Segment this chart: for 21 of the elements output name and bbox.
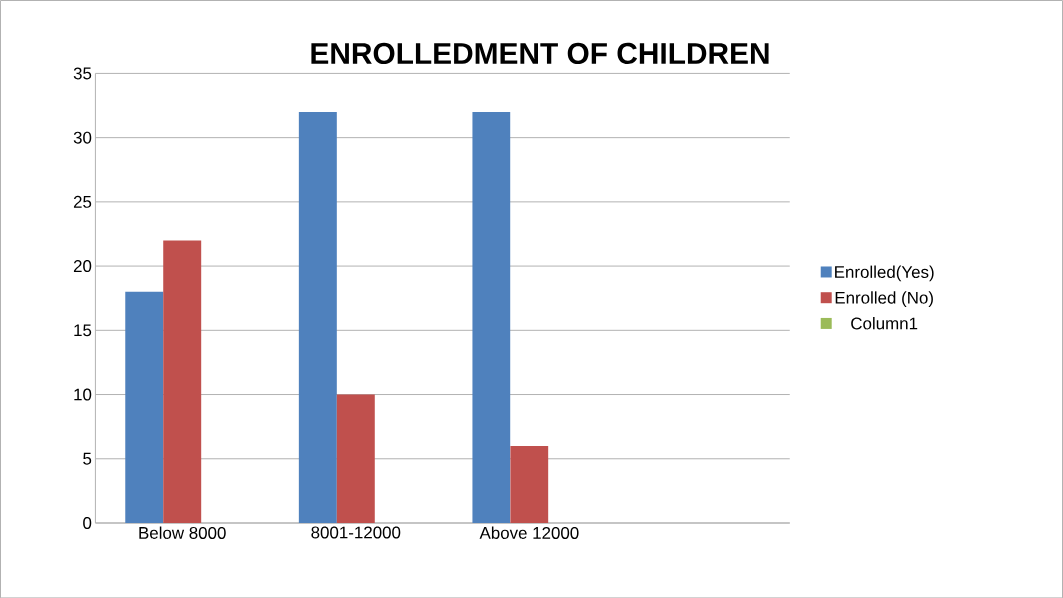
x-tick-label: Above 12000	[479, 526, 579, 539]
x-tick-label: 8001-12000	[311, 526, 401, 539]
y-tick-label: 5	[83, 452, 92, 465]
bar	[298, 111, 337, 523]
x-tick-label: Below 8000	[139, 526, 226, 539]
y-tick-label: 15	[74, 324, 92, 337]
y-tick-label: 0	[83, 516, 92, 529]
bar	[163, 240, 202, 523]
chart-title: ENROLLEDMENT OF CHILDREN	[311, 42, 769, 64]
y-tick-label: 20	[73, 259, 92, 272]
bar	[336, 394, 375, 523]
bar	[125, 291, 164, 523]
y-tick-label: 10	[74, 388, 92, 401]
y-tick-label: 35	[73, 67, 92, 80]
y-tick-label: 30	[73, 131, 92, 144]
bar	[510, 445, 549, 523]
y-tick-label: 25	[73, 195, 92, 208]
legend-label: Column1	[851, 316, 918, 330]
legend-label: Enrolled(Yes)	[835, 265, 934, 282]
legend-label: Enrolled (No)	[835, 291, 933, 307]
bar	[472, 111, 511, 523]
